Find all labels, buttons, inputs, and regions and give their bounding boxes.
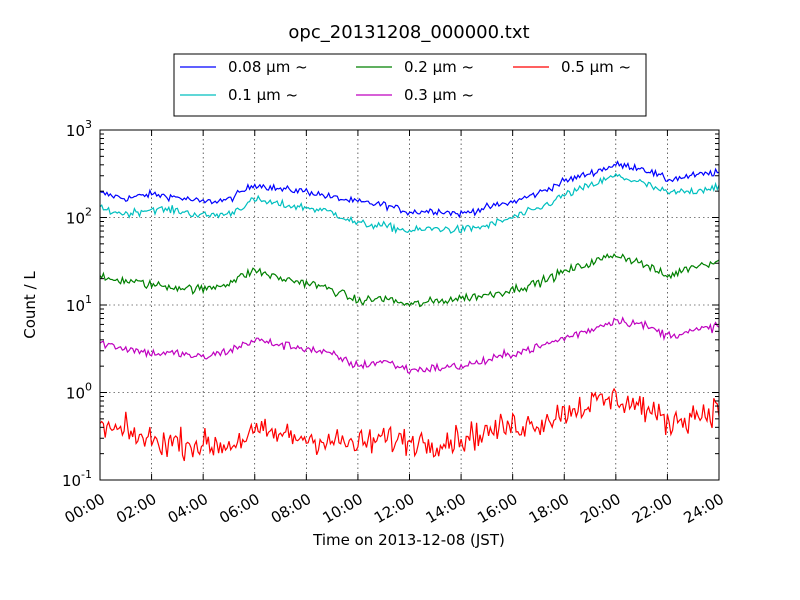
x-axis-tick-labels: 00:00 02:00 04:00 06:00 08:00 10:00 12:00 14:00… [62,490,727,527]
x-tick-label: 20:00 [577,490,623,527]
x-tick-label: 00:00 [62,490,108,527]
x-tick-label: 08:00 [268,490,314,527]
series-line [99,253,720,308]
legend-label: 0.2 μm ~ [404,58,474,76]
x-tick-label: 12:00 [371,490,417,527]
chart-title: opc_20131208_000000.txt [288,22,529,43]
x-tick-label: 16:00 [474,490,520,527]
x-tick-label: 06:00 [216,490,262,527]
legend-label: 0.1 μm ~ [228,86,298,104]
x-tick-label: 10:00 [319,490,365,527]
series-layer [99,160,720,462]
legend-items: 0.08 μm ~ 0.1 μm ~ 0.2 μm ~ 0.3 μm ~ 0.5 μm … [180,58,631,104]
y-axis-tick-labels: 10-1 100 101 102 103 [62,118,92,490]
x-tick-label: 18:00 [526,490,572,527]
legend-label: 0.08 μm ~ [228,58,308,76]
x-axis-label: Time on 2013-12-08 (JST) [312,531,505,549]
y-axis-label: Count / L [21,271,39,339]
y-tick-label: 103 [66,118,92,140]
y-tick-label: 100 [66,381,92,403]
x-tick-label: 14:00 [423,490,469,527]
series-line [99,172,720,235]
legend-box [173,53,647,117]
x-tick-label: 02:00 [113,490,159,527]
x-tick-label: 24:00 [681,490,727,527]
legend: 0.08 μm ~ 0.1 μm ~ 0.2 μm ~ 0.3 μm ~ 0.5 μm … [173,53,647,117]
series-line [99,160,720,219]
x-tick-label: 04:00 [165,490,211,527]
legend-label: 0.5 μm ~ [561,58,631,76]
y-tick-label: 101 [66,293,92,315]
y-tick-label: 102 [66,206,92,228]
x-tick-label: 22:00 [629,490,675,527]
y-tick-label: 10-1 [62,468,92,490]
series-line [99,387,720,462]
legend-label: 0.3 μm ~ [404,86,474,104]
series-line [99,316,720,374]
axis-ticks [99,129,720,481]
